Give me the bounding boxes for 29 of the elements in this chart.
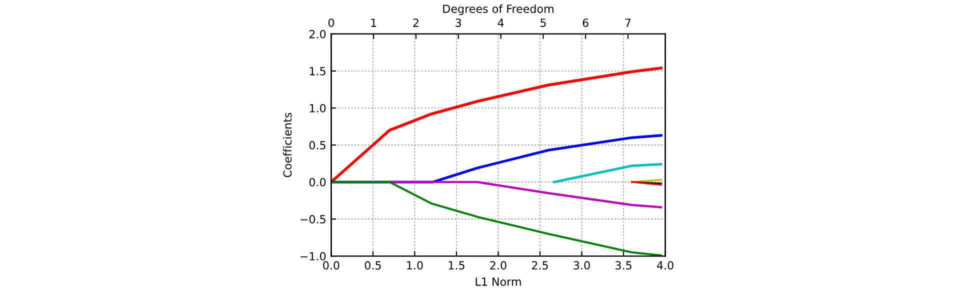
x-tick-label: 4.0 (656, 261, 674, 270)
y-tick-label: 1.5 (310, 67, 326, 76)
y-tick-label: 1.0 (310, 104, 326, 112)
x-tick-label: 3.5 (616, 261, 632, 270)
x2-tick-label: 6 (582, 18, 588, 27)
y-tick-label: −1.0 (300, 252, 326, 260)
line-series (331, 66, 663, 184)
x-tick-label: 1.5 (448, 261, 464, 270)
y-tick-label: 0.5 (309, 141, 326, 150)
y-tick-label: −0.5 (300, 215, 326, 224)
y-tick-label: 2.0 (309, 30, 326, 38)
x2-tick-label: 5 (540, 18, 546, 27)
x-axis-title: L1 Norm (476, 278, 521, 286)
x2-tick-label: 0 (328, 18, 334, 27)
x-tick-label: 3.0 (574, 261, 590, 270)
x2-tick-label: 1 (371, 18, 376, 27)
x-tick-label: 2.5 (532, 261, 548, 270)
x2-axis-title: Degrees of Freedom (443, 4, 554, 16)
x-tick-label: 1.0 (407, 261, 423, 270)
x2-tick-label: 7 (625, 18, 631, 27)
line-series (331, 181, 662, 256)
x2-tick-label: 3 (456, 18, 462, 27)
x2-tick-label: 2 (413, 18, 418, 27)
x-tick-label: 2.0 (490, 261, 506, 270)
y-tick-label: 0.0 (309, 178, 326, 186)
x-tick-label: 0.5 (364, 261, 381, 270)
y-axis-title: Coefficients (283, 112, 292, 178)
x-tick-label: 0.0 (323, 261, 340, 270)
x2-tick-label: 4 (498, 18, 504, 27)
